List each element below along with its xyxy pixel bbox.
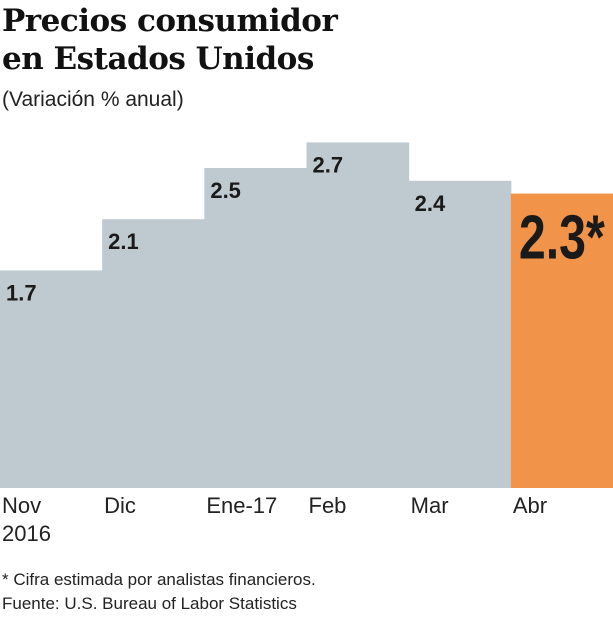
bar-0 — [0, 270, 103, 488]
bar-5 — [510, 193, 613, 488]
footnote: * Cifra estimada por analistas financier… — [2, 570, 316, 589]
x-tick-label-0: Nov 2016 — [2, 493, 51, 546]
x-tick-label-2: Ene-17 — [206, 493, 278, 518]
chart-title: Precios consumidor en Estados Unidos — [2, 3, 338, 77]
x-tick-label-1: Dic — [104, 493, 136, 518]
bar-3 — [306, 142, 410, 488]
source: Fuente: U.S. Bureau of Labor Statistics — [2, 594, 297, 613]
data-label-2: 2.5 — [210, 178, 241, 203]
data-label-4: 2.4 — [415, 191, 446, 216]
data-label-0: 1.7 — [6, 280, 37, 305]
bar-4 — [408, 180, 512, 489]
data-label-1: 2.1 — [108, 229, 139, 254]
x-tick-label-5: Abr — [512, 493, 548, 518]
x-tick-label-4: Mar — [410, 493, 449, 518]
chart-subtitle: (Variación % anual) — [2, 88, 184, 111]
bar-1 — [102, 219, 205, 488]
data-label-3: 2.7 — [313, 152, 344, 177]
bar-2 — [204, 168, 307, 488]
x-tick-label-3: Feb — [308, 493, 347, 518]
data-label-5: 2.3* — [519, 203, 605, 272]
